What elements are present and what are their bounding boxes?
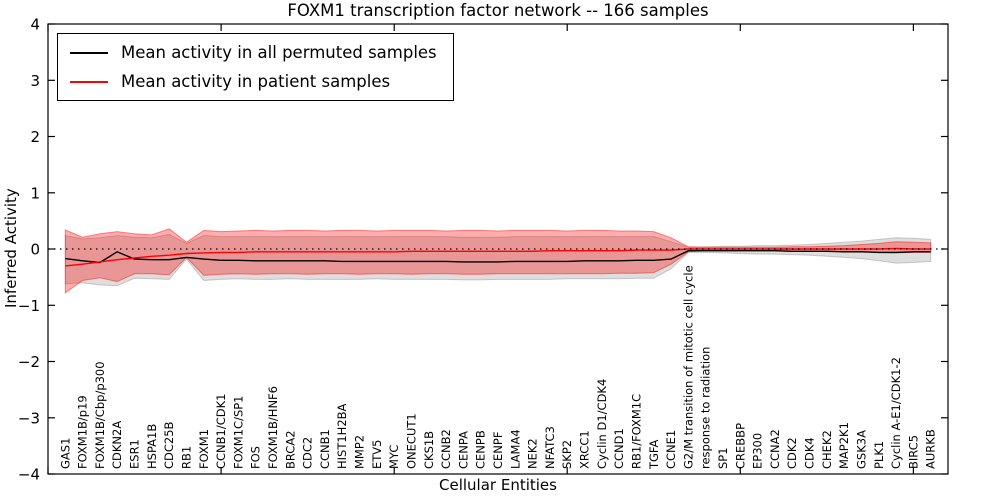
legend-line-permuted-icon <box>70 51 108 54</box>
x-tick-label: FOXM1B/Cbp/p300 <box>93 361 107 469</box>
x-tick-label: ONECUT1 <box>405 413 419 469</box>
x-tick-label: ETV5 <box>370 440 384 469</box>
y-tick-label: 2 <box>30 128 40 146</box>
x-tick-label: FOXM1C/SP1 <box>231 395 245 469</box>
x-tick-label: FOXM1B/HNF6 <box>266 386 280 469</box>
x-tick-label: CDC25B <box>162 421 176 469</box>
x-tick-label: EP300 <box>751 433 765 469</box>
x-tick-label: TGFA <box>647 440 661 470</box>
y-tick-label: 4 <box>30 16 40 34</box>
legend-label-permuted: Mean activity in all permuted samples <box>121 43 437 62</box>
x-tick-label: RB1/FOXM1C <box>630 394 644 469</box>
x-tick-label: CENPF <box>491 432 505 469</box>
legend-label-patient: Mean activity in patient samples <box>121 72 391 91</box>
x-tick-label: AURKB <box>924 429 938 469</box>
x-tick-label: FOXM1 <box>197 429 211 469</box>
y-tick-label: −3 <box>18 409 40 427</box>
x-tick-label: CDK2 <box>785 437 799 469</box>
x-tick-label: FOS <box>249 446 263 469</box>
x-tick-label: NEK2 <box>526 438 540 469</box>
x-tick-label: ESR1 <box>128 439 142 469</box>
y-tick-label: −4 <box>18 466 40 484</box>
x-tick-label: response to radiation <box>699 347 713 469</box>
x-tick-label: CREBBP <box>733 423 747 469</box>
x-tick-label: CCNB1/CDK1 <box>214 394 228 470</box>
x-tick-label: CCNB2 <box>439 429 453 469</box>
x-tick-label: CDK4 <box>803 437 817 469</box>
x-tick-label: Cyclin A-E1/CDK1-2 <box>889 357 903 469</box>
y-tick-label: 1 <box>30 184 40 202</box>
x-tick-label: CCND1 <box>612 428 626 469</box>
x-tick-label: CCNA2 <box>768 429 782 469</box>
x-tick-label: FOXM1B/p19 <box>76 395 90 469</box>
x-tick-label: HSPA1B <box>145 424 159 469</box>
x-tick-label: GSK3A <box>855 430 869 469</box>
x-tick-label: CCNB1 <box>318 429 332 469</box>
x-tick-label: CDC2 <box>301 437 315 469</box>
x-tick-label: LAMA4 <box>508 429 522 469</box>
x-tick-label: CDKN2A <box>110 421 124 469</box>
legend-entry-patient: Mean activity in patient samples <box>70 67 437 96</box>
x-tick-label: CHEK2 <box>820 430 834 469</box>
x-tick-label: MAP2K1 <box>837 422 851 469</box>
legend-entry-permuted: Mean activity in all permuted samples <box>70 38 437 67</box>
x-tick-label: G2/M transition of mitotic cell cycle <box>681 265 695 469</box>
y-tick-label: 3 <box>30 72 40 90</box>
chart-title: FOXM1 transcription factor network -- 16… <box>287 1 709 20</box>
y-axis-label: Inferred Activity <box>2 188 20 308</box>
patient-band <box>64 228 932 294</box>
x-tick-label: XRCC1 <box>578 430 592 469</box>
legend-line-patient-icon <box>70 80 108 83</box>
x-tick-label: RB1 <box>180 446 194 469</box>
x-tick-label: CCNE1 <box>664 430 678 469</box>
x-tick-label: NFATC3 <box>543 426 557 469</box>
permuted-band <box>64 233 932 287</box>
x-tick-label: MMP2 <box>353 435 367 469</box>
x-tick-label: Cyclin D1/CDK4 <box>595 379 609 469</box>
y-tick-label: −2 <box>18 353 40 371</box>
x-tick-label: CENPA <box>456 431 470 469</box>
x-tick-label: GAS1 <box>58 438 72 469</box>
x-tick-label: CENPB <box>474 430 488 469</box>
permuted-mean-line <box>65 249 931 264</box>
x-tick-label: PLK1 <box>872 441 886 469</box>
x-tick-label: MYC <box>387 445 401 469</box>
x-tick-label: BIRC5 <box>906 435 920 469</box>
legend: Mean activity in all permuted samples Me… <box>57 33 454 101</box>
x-axis-label: Cellular Entities <box>439 476 557 494</box>
y-tick-label: 0 <box>30 241 40 259</box>
x-tick-label: BRCA2 <box>283 430 297 469</box>
x-tick-label: SKP2 <box>560 440 574 469</box>
x-tick-label: CKS1B <box>422 431 436 469</box>
x-tick-label: SP1 <box>716 447 730 469</box>
y-tick-label: −1 <box>18 297 40 315</box>
x-tick-label: HIST1H2BA <box>335 403 349 469</box>
